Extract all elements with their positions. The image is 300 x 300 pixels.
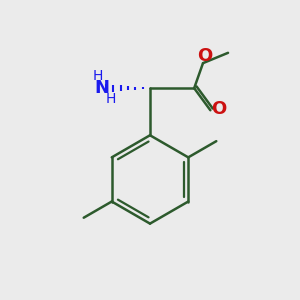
Text: O: O [197,47,212,65]
Text: H: H [92,69,103,83]
Text: O: O [212,100,227,118]
Text: N: N [94,79,109,97]
Text: H: H [106,92,116,106]
